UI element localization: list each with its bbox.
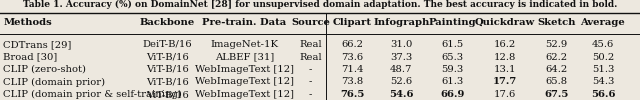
Text: 76.5: 76.5 [340,90,364,99]
Text: DeiT-B/16: DeiT-B/16 [143,40,192,49]
Text: 54.6: 54.6 [389,90,413,99]
Text: 17.7: 17.7 [493,78,517,86]
Text: 50.2: 50.2 [592,52,614,62]
Text: Table 1. Accuracy (%) on DomainNet [28] for unsupervised domain adaptation. The : Table 1. Accuracy (%) on DomainNet [28] … [23,0,617,9]
Text: Infograph: Infograph [373,18,429,27]
Text: Broad [30]: Broad [30] [3,52,58,62]
Text: CLIP (domain prior & self-training): CLIP (domain prior & self-training) [3,90,182,99]
Text: 66.9: 66.9 [440,90,465,99]
Text: 16.2: 16.2 [494,40,516,49]
Text: WebImageText [12]: WebImageText [12] [195,78,294,86]
Text: ViT-B/16: ViT-B/16 [146,65,189,74]
Text: Methods: Methods [3,18,52,27]
Text: 12.8: 12.8 [494,52,516,62]
Text: Painting: Painting [428,18,476,27]
Text: 56.6: 56.6 [591,90,615,99]
Text: CLIP (zero-shot): CLIP (zero-shot) [3,65,86,74]
Text: -: - [308,65,312,74]
Text: 65.8: 65.8 [545,78,568,86]
Text: -: - [308,78,312,86]
Text: 71.4: 71.4 [340,65,364,74]
Text: 17.6: 17.6 [494,90,516,99]
Text: 37.3: 37.3 [390,52,412,62]
Text: 65.3: 65.3 [441,52,463,62]
Text: 66.2: 66.2 [341,40,363,49]
Text: 64.2: 64.2 [545,65,568,74]
Text: Clipart: Clipart [333,18,371,27]
Text: ViT-B/16: ViT-B/16 [146,52,189,62]
Text: ViT-B/16: ViT-B/16 [146,90,189,99]
Text: 52.9: 52.9 [545,40,568,49]
Text: 51.3: 51.3 [592,65,614,74]
Text: Sketch: Sketch [537,18,576,27]
Text: 61.3: 61.3 [441,78,463,86]
Text: ViT-B/16: ViT-B/16 [146,78,189,86]
Text: Real: Real [299,40,322,49]
Text: 31.0: 31.0 [390,40,412,49]
Text: 45.6: 45.6 [592,40,614,49]
Text: 52.6: 52.6 [390,78,412,86]
Text: Source: Source [291,18,330,27]
Text: Real: Real [299,52,322,62]
Text: Pre-train. Data: Pre-train. Data [202,18,287,27]
Text: CDTrans [29]: CDTrans [29] [3,40,72,49]
Text: ImageNet-1K: ImageNet-1K [211,40,278,49]
Text: 61.5: 61.5 [441,40,463,49]
Text: 13.1: 13.1 [493,65,516,74]
Text: WebImageText [12]: WebImageText [12] [195,65,294,74]
Text: ALBEF [31]: ALBEF [31] [215,52,274,62]
Text: 62.2: 62.2 [545,52,568,62]
Text: 59.3: 59.3 [441,65,463,74]
Text: 73.6: 73.6 [341,52,363,62]
Text: 73.8: 73.8 [341,78,363,86]
Text: Quickdraw: Quickdraw [475,18,535,27]
Text: WebImageText [12]: WebImageText [12] [195,90,294,99]
Text: CLIP (domain prior): CLIP (domain prior) [3,77,106,87]
Text: Backbone: Backbone [140,18,195,27]
Text: 67.5: 67.5 [544,90,569,99]
Text: 54.3: 54.3 [592,78,614,86]
Text: 48.7: 48.7 [390,65,412,74]
Text: Average: Average [580,18,625,27]
Text: -: - [308,90,312,99]
